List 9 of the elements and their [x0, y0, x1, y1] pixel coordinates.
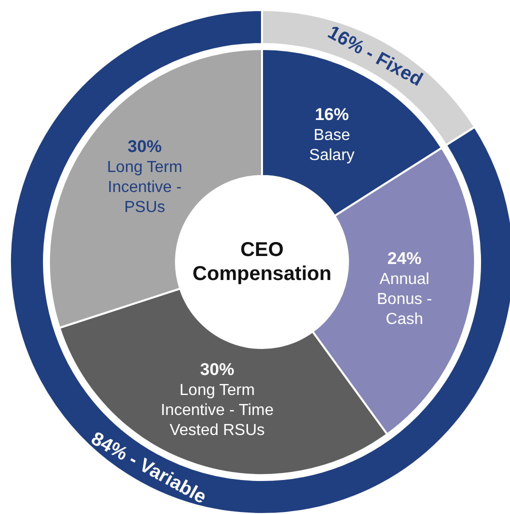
data-label: 30%: [128, 136, 162, 156]
data-label: 24%: [387, 249, 422, 268]
data-label: 16%: [314, 104, 349, 124]
slice-label: Annual Bonus - Cash: [376, 271, 432, 328]
slice-label: Long Term Incentive - PSUs: [107, 158, 182, 216]
slice-label: Base Salary: [309, 126, 355, 164]
data-label: 30%: [200, 360, 234, 379]
text: CEO Compensation: [192, 239, 332, 285]
slice-label: Long Term Incentive - Time Vested RSUs: [160, 382, 274, 439]
